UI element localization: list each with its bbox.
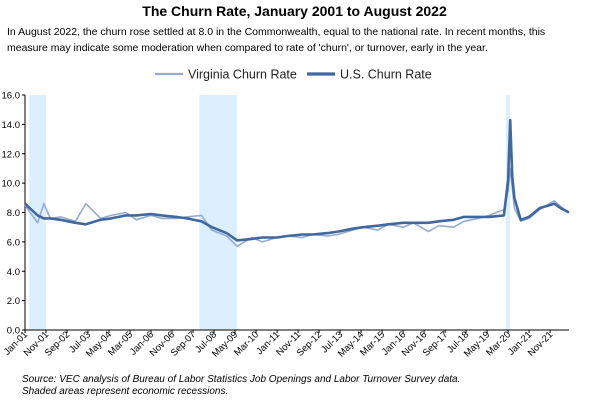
chart-title: The Churn Rate, January 2001 to August 2…	[142, 3, 447, 19]
y-tick-label: 10.0	[2, 179, 21, 190]
y-tick-label: 6.0	[7, 237, 20, 248]
us-churn-line	[24, 118, 570, 242]
recession-note: Shaded areas represent economic recessio…	[22, 386, 229, 397]
recession-band	[505, 95, 511, 330]
y-tick-label: 2.0	[7, 296, 20, 307]
y-tick-label: 12.0	[2, 149, 21, 160]
recession-band	[199, 95, 238, 330]
y-tick-label: 16.0	[2, 91, 21, 102]
chart-subtitle: In August 2022, the churn rose settled a…	[7, 26, 546, 54]
chart-legend: Virginia Churn Rate U.S. Churn Rate	[155, 68, 432, 82]
chart-series	[24, 118, 570, 248]
churn-rate-chart: Virginia Churn Rate U.S. Churn Rate 0.0 2.…	[2, 68, 570, 360]
y-tick-label: 8.0	[7, 208, 20, 219]
legend-virginia-label: Virginia Churn Rate	[188, 68, 297, 82]
y-tick-label: 4.0	[7, 267, 20, 278]
recession-shading	[29, 95, 511, 330]
legend-us-label: U.S. Churn Rate	[340, 68, 432, 82]
recession-band	[29, 95, 47, 330]
y-tick-label: 14.0	[2, 120, 21, 131]
source-note: Source: VEC analysis of Bureau of Labor …	[22, 374, 460, 398]
y-tick-label: 0.0	[7, 326, 20, 337]
source-text: Source: VEC analysis of Bureau of Labor …	[22, 374, 461, 385]
